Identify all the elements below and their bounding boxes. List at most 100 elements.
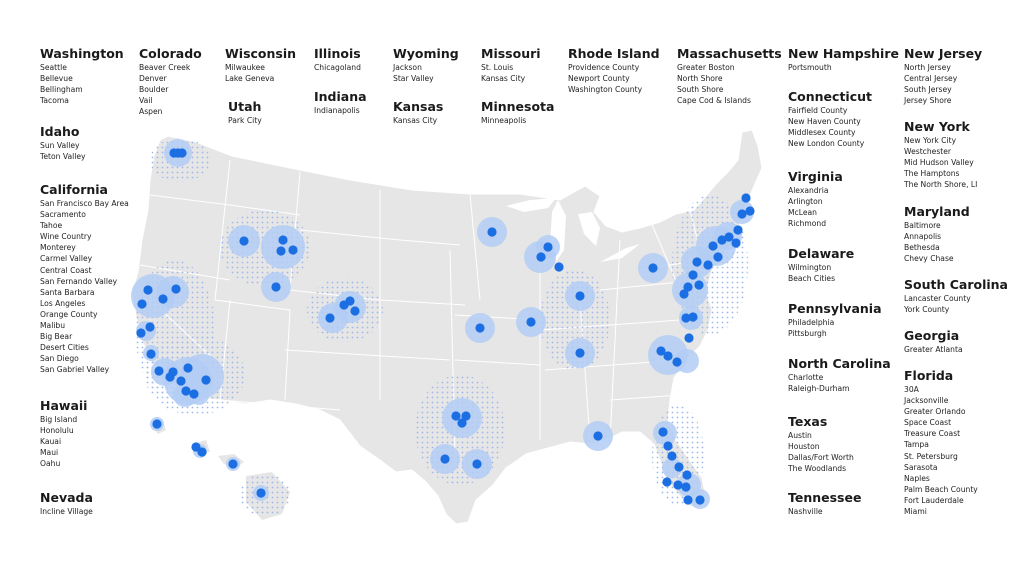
state-group-tennessee: Tennessee Nashville (788, 490, 861, 517)
location-marker (575, 348, 585, 358)
state-name: Hawaii (40, 398, 88, 413)
city-list: Park City (228, 115, 262, 126)
city-name: Star Valley (393, 74, 434, 84)
state-name: New Jersey (904, 46, 983, 61)
state-group-new-york: New York New York City Westchester Mid Huds… (904, 119, 977, 190)
city-list: New York City Westchester Mid Hudson Valle… (904, 135, 977, 190)
state-group-rhode-island: Rhode Island Providence County Newport Cou… (568, 46, 660, 95)
city-name: Pittsburgh (788, 329, 827, 339)
state-name: Connecticut (788, 89, 872, 104)
city-name: Central Jersey (904, 74, 958, 84)
location-marker (350, 306, 360, 316)
state-group-nevada: Nevada Incline Village (40, 490, 93, 517)
lake-erie (600, 244, 640, 262)
location-marker (731, 238, 741, 248)
state-group-new-jersey: New Jersey North Jersey Central Jersey Sout… (904, 46, 982, 106)
city-name: Raleigh-Durham (788, 384, 850, 394)
city-name: Baltimore (904, 221, 941, 230)
city-name: New Haven County (788, 117, 861, 127)
city-name: Kauai (40, 437, 62, 447)
location-marker (656, 346, 666, 356)
city-list: 30A Jacksonville Greater Orlando Space Coas… (904, 384, 978, 517)
state-group-wisconsin: Wisconsin Milwaukee Lake Geneva (225, 46, 296, 84)
state-name: Texas (788, 414, 828, 429)
city-name: Aspen (139, 107, 163, 117)
city-name: North Shore (677, 74, 723, 84)
location-marker (681, 482, 691, 492)
location-marker (276, 246, 286, 256)
city-name: Jersey Shore (904, 96, 952, 106)
location-marker (472, 459, 482, 469)
city-name: Bellingham (40, 85, 83, 95)
city-name: Treasure Coast (904, 429, 961, 439)
location-marker (679, 289, 689, 299)
city-name: Minneapolis (481, 116, 527, 125)
location-marker (271, 282, 281, 292)
city-name: Indianapolis (314, 106, 360, 115)
city-name: Chicagoland (314, 63, 361, 72)
state-name: Massachusetts (677, 46, 782, 61)
location-marker (288, 245, 298, 255)
state-name: New Hampshire (788, 46, 899, 61)
location-marker (475, 323, 485, 333)
state-name: Rhode Island (568, 46, 660, 61)
state-group-texas: Texas Austin Houston Dallas/Fort Worth The W… (788, 414, 854, 474)
location-marker (168, 367, 178, 377)
city-name: Tahoe (40, 221, 63, 231)
city-name: Jacksonville (904, 396, 949, 406)
location-marker (708, 241, 718, 251)
city-name: Chevy Chase (904, 254, 954, 264)
city-name: Jackson (393, 63, 422, 72)
city-name: Incline Village (40, 507, 93, 516)
city-list: Wilmington Beach Cities (788, 262, 854, 284)
city-name: Beaver Creek (139, 63, 191, 72)
state-group-connecticut: Connecticut Fairfield County New Haven Cou… (788, 89, 872, 149)
city-name: Santa Barbara (40, 287, 95, 297)
city-name: Mid Hudson Valley (904, 158, 974, 168)
state-name: California (40, 182, 108, 197)
city-name: McLean (788, 208, 817, 218)
state-name: Missouri (481, 46, 541, 61)
city-list: Milwaukee Lake Geneva (225, 62, 296, 84)
state-name: Illinois (314, 46, 361, 61)
location-marker (526, 317, 536, 327)
location-marker (197, 447, 207, 457)
location-marker (136, 328, 146, 338)
location-marker (278, 235, 288, 245)
state-name: Idaho (40, 124, 80, 139)
location-marker (662, 477, 672, 487)
location-marker (688, 312, 698, 322)
city-list: Portsmouth (788, 62, 899, 73)
location-marker (688, 270, 698, 280)
location-marker (256, 488, 266, 498)
location-marker (461, 411, 471, 421)
state-name: South Carolina (904, 277, 1008, 292)
city-name: Fort Lauderdale (904, 495, 964, 505)
city-name: Oahu (40, 459, 61, 469)
city-name: Desert Cities (40, 343, 89, 353)
city-name: Space Coast (904, 418, 952, 428)
state-group-north-carolina: North Carolina Charlotte Raleigh-Durham (788, 356, 891, 394)
city-list: Kansas City (393, 115, 443, 126)
city-name: Greater Boston (677, 63, 735, 72)
state-name: Colorado (139, 46, 202, 61)
state-name: Delaware (788, 246, 855, 261)
city-name: Bethesda (904, 243, 940, 253)
city-name: St. Petersburg (904, 451, 958, 461)
city-name: Beach Cities (788, 274, 836, 284)
city-list: Greater Atlanta (904, 344, 963, 355)
city-name: The North Shore, LI (904, 180, 978, 190)
location-marker (703, 260, 713, 270)
location-marker (694, 280, 704, 290)
city-name: Cape Cod & Islands (677, 96, 751, 106)
state-group-south-carolina: South Carolina Lancaster County York Count… (904, 277, 1008, 315)
location-markers (136, 148, 755, 505)
location-marker (487, 227, 497, 237)
city-name: Greater Orlando (904, 407, 966, 417)
state-name: Wyoming (393, 46, 459, 61)
city-name: South Jersey (904, 85, 952, 95)
city-name: St. Louis (481, 63, 514, 72)
location-marker (181, 386, 191, 396)
city-name: Philadelphia (788, 318, 835, 327)
